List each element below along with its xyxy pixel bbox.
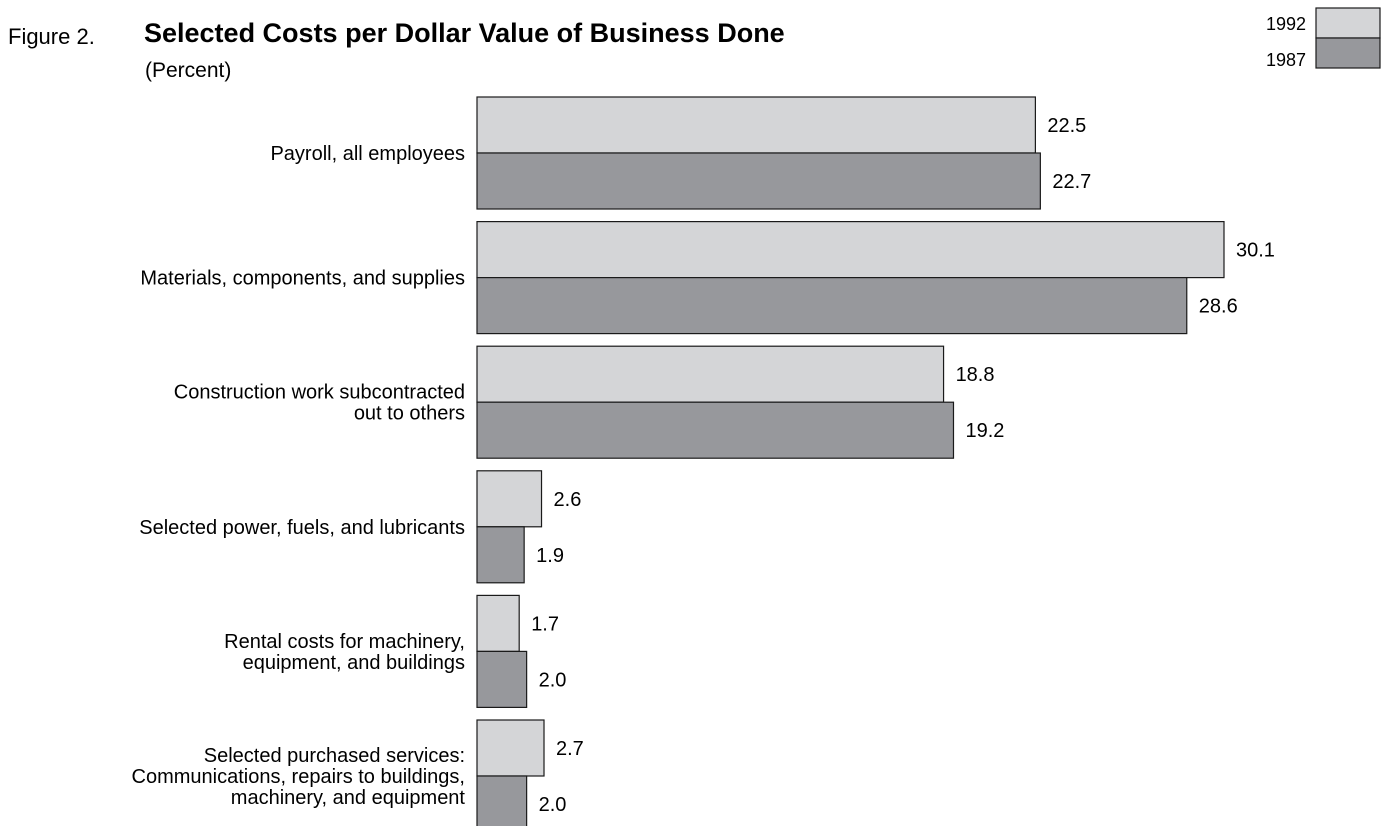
chart-subtitle: (Percent) [145, 59, 231, 82]
value-label-1987-1: 28.6 [1199, 296, 1238, 318]
category-label-3-0: Selected power, fuels, and lubricants [139, 517, 465, 539]
category-label-2-0: Construction work subcontracted [174, 382, 465, 404]
bar-1992-0 [476, 96, 1036, 154]
bar-1992-3 [476, 470, 543, 528]
bar-1992-2 [476, 345, 945, 403]
legend-swatch-1987 [1315, 37, 1381, 69]
bar-1987-5 [476, 775, 528, 826]
value-label-1987-2: 19.2 [965, 420, 1004, 442]
bar-1987-2 [476, 401, 955, 459]
legend-label-1987: 1987 [1266, 50, 1306, 70]
value-label-1992-2: 18.8 [956, 364, 995, 386]
category-label-2-1: out to others [354, 403, 465, 425]
category-label-4-0: Rental costs for machinery, [224, 631, 465, 653]
category-label-0-0: Payroll, all employees [270, 143, 465, 165]
value-label-1987-5: 2.0 [539, 794, 567, 816]
chart-title: Selected Costs per Dollar Value of Busin… [144, 18, 785, 48]
category-label-5-2: machinery, and equipment [231, 787, 466, 809]
category-label-1-0: Materials, components, and supplies [140, 268, 465, 290]
value-label-1987-4: 2.0 [539, 669, 567, 691]
figure-label: Figure 2. [8, 24, 95, 49]
legend-swatch-1992 [1315, 7, 1381, 39]
bar-1987-3 [476, 526, 525, 584]
value-label-1987-0: 22.7 [1052, 171, 1091, 193]
value-label-1992-4: 1.7 [531, 613, 559, 635]
bar-1987-0 [476, 152, 1041, 210]
value-label-1992-1: 30.1 [1236, 240, 1275, 262]
category-label-4-1: equipment, and buildings [243, 652, 465, 674]
bar-1992-4 [476, 594, 520, 653]
legend-label-1992: 1992 [1266, 14, 1306, 34]
value-label-1987-3: 1.9 [536, 545, 564, 567]
legend: 1992 1987 [1266, 7, 1381, 70]
value-label-1992-3: 2.6 [554, 489, 582, 511]
value-label-1992-5: 2.7 [556, 738, 584, 760]
bar-1992-5 [476, 719, 545, 777]
category-label-5-1: Communications, repairs to buildings, [132, 766, 466, 788]
plot-area: 22.5 22.7 Payroll, all employees 30.1 28.6 Ma… [132, 96, 1275, 826]
category-label-5-0: Selected purchased services: [204, 745, 465, 767]
value-label-1992-0: 22.5 [1047, 115, 1086, 137]
bar-1987-1 [476, 277, 1188, 335]
bar-1992-1 [476, 221, 1225, 279]
bar-1987-4 [476, 650, 528, 709]
